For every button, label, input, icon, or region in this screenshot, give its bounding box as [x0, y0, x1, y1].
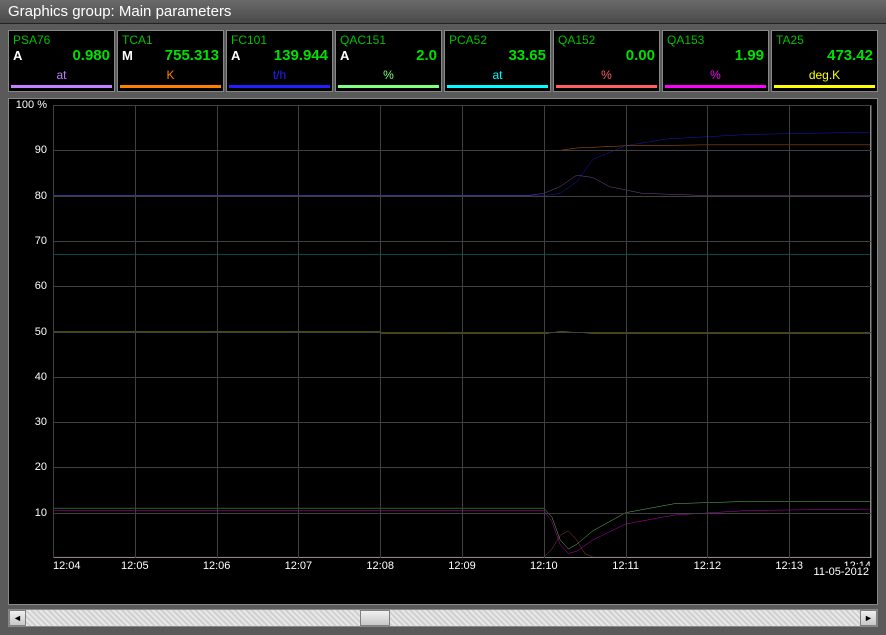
grid-line-v — [707, 105, 708, 558]
channel-mode: A — [13, 48, 22, 63]
channel-FC101[interactable]: FC101A 139.944 t/h — [226, 30, 333, 92]
channel-value: 473.42 — [827, 47, 873, 64]
channel-mode: A — [340, 48, 349, 63]
channel-tag: QA152 — [554, 31, 659, 47]
x-tick-label: 12:05 — [121, 560, 149, 572]
channel-mode: M — [122, 48, 133, 63]
channel-value: 139.944 — [274, 47, 328, 64]
channel-value: 0.00 — [626, 47, 655, 64]
channel-PSA76[interactable]: PSA76A 0.980 at — [8, 30, 115, 92]
channel-value: 33.65 — [508, 47, 546, 64]
grid-line-v — [462, 105, 463, 558]
channel-header-row: PSA76A0.980atTCA1M755.313KFC101A139.944t… — [6, 28, 880, 94]
scroll-track[interactable] — [26, 610, 860, 626]
y-tick-label: 100 % — [9, 99, 47, 111]
channel-unit: at — [445, 69, 550, 83]
y-tick-label: 40 — [9, 371, 47, 383]
channel-tag: QA153 — [663, 31, 768, 47]
horizontal-scrollbar[interactable]: ◄ ► — [8, 609, 878, 627]
channel-color-bar — [447, 85, 548, 88]
y-tick-label: 50 — [9, 326, 47, 338]
channel-unit: % — [554, 69, 659, 83]
channel-value: 1.99 — [735, 47, 764, 64]
x-tick-label: 12:09 — [448, 560, 476, 572]
x-axis: 12:04 12:05 12:06 12:07 12:08 12:09 12:10 12:11… — [53, 558, 871, 578]
y-tick-label: 60 — [9, 280, 47, 292]
x-tick-label: 12:08 — [366, 560, 394, 572]
channel-QAC151[interactable]: QAC151A 2.0% — [335, 30, 442, 92]
channel-unit: K — [118, 69, 223, 83]
channel-tag: FC101 — [227, 31, 332, 47]
trend-chart[interactable]: 100 %908070605040302010 12:0412:0512:061… — [8, 98, 878, 605]
window-title: Graphics group: Main parameters — [0, 0, 886, 24]
grid-line-v — [298, 105, 299, 558]
channel-unit: % — [663, 69, 768, 83]
channel-value: 2.0 — [416, 47, 437, 64]
scroll-left-button[interactable]: ◄ — [9, 610, 26, 626]
grid-line-v — [789, 105, 790, 558]
channel-PCA52[interactable]: PCA5233.65 at — [444, 30, 551, 92]
channel-value: 0.980 — [72, 47, 110, 64]
channel-TA25[interactable]: TA25473.42 deg.K — [771, 30, 878, 92]
channel-unit: deg.K — [772, 69, 877, 83]
channel-tag: PSA76 — [9, 31, 114, 47]
x-tick-label: 12:04 — [53, 560, 81, 572]
channel-unit: t/h — [227, 69, 332, 83]
y-tick-label: 10 — [9, 507, 47, 519]
channel-unit: % — [336, 69, 441, 83]
channel-color-bar — [120, 85, 221, 88]
y-tick-label: 80 — [9, 190, 47, 202]
x-tick-label: 12:13 — [775, 560, 803, 572]
channel-tag: TCA1 — [118, 31, 223, 47]
channel-color-bar — [11, 85, 112, 88]
window-body: PSA76A0.980atTCA1M755.313KFC101A139.944t… — [6, 28, 880, 629]
channel-color-bar — [774, 85, 875, 88]
x-tick-label: 12:07 — [285, 560, 313, 572]
grid-line-v — [53, 105, 54, 558]
x-tick-label: 12:06 — [203, 560, 231, 572]
grid-line-v — [217, 105, 218, 558]
date-label: 11-05-2012 — [812, 566, 871, 578]
channel-mode: A — [231, 48, 240, 63]
grid-line-v — [380, 105, 381, 558]
y-tick-label: 20 — [9, 461, 47, 473]
x-tick-label: 12:12 — [694, 560, 722, 572]
y-axis: 100 %908070605040302010 — [9, 105, 51, 558]
x-tick-label: 12:11 — [612, 560, 639, 572]
plot-area[interactable] — [53, 105, 871, 558]
channel-tag: PCA52 — [445, 31, 550, 47]
scroll-thumb[interactable] — [360, 610, 390, 626]
channel-tag: QAC151 — [336, 31, 441, 47]
channel-unit: at — [9, 69, 114, 83]
channel-color-bar — [229, 85, 330, 88]
channel-color-bar — [665, 85, 766, 88]
channel-tag: TA25 — [772, 31, 877, 47]
channel-color-bar — [556, 85, 657, 88]
channel-QA153[interactable]: QA1531.99% — [662, 30, 769, 92]
y-tick-label: 70 — [9, 235, 47, 247]
x-tick-label: 12:10 — [530, 560, 558, 572]
channel-color-bar — [338, 85, 439, 88]
grid-line-v — [135, 105, 136, 558]
scroll-right-button[interactable]: ► — [860, 610, 877, 626]
channel-QA152[interactable]: QA1520.00% — [553, 30, 660, 92]
grid-line-v — [544, 105, 545, 558]
y-tick-label: 90 — [9, 144, 47, 156]
grid-line-v — [871, 105, 872, 558]
channel-TCA1[interactable]: TCA1M 755.313 K — [117, 30, 224, 92]
y-tick-label: 30 — [9, 416, 47, 428]
grid-line-v — [626, 105, 627, 558]
graphics-window: Graphics group: Main parameters PSA76A0.… — [0, 0, 886, 635]
channel-value: 755.313 — [165, 47, 219, 64]
